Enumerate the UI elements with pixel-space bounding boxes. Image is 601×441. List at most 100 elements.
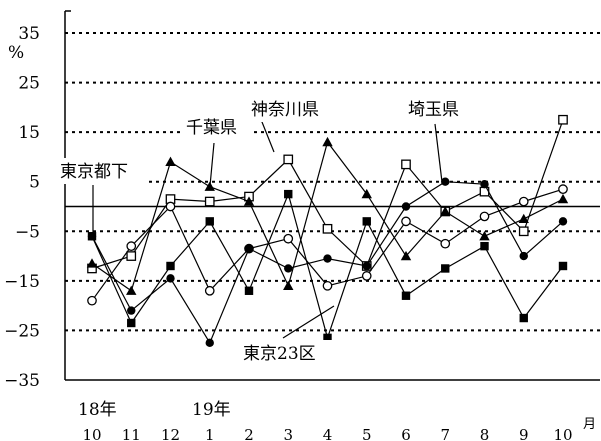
x-tick-label: 4 [323, 426, 333, 441]
marker-open-circle [479, 211, 490, 222]
marker-filled-circle [441, 177, 450, 186]
series-line-0 [91, 192, 564, 340]
x-tick-label: 10 [82, 426, 101, 441]
label-bg-saitama [405, 96, 475, 122]
marker-filled-circle [323, 254, 332, 263]
label-bg-kanagawa [248, 96, 336, 122]
y-tick-label: −5 [15, 222, 40, 242]
marker-filled-circle [401, 202, 411, 211]
marker-filled-circle [205, 338, 214, 348]
marker-filled-circle [244, 244, 254, 253]
y-tick-label: −15 [4, 272, 40, 292]
year-label-18: 18年 [78, 400, 117, 420]
marker-open-square [518, 226, 529, 237]
marker-filled-triangle [126, 285, 137, 295]
marker-filled-triangle [204, 181, 215, 191]
marker-filled-square [323, 333, 332, 343]
marker-open-circle [401, 216, 411, 227]
series-0 [87, 189, 568, 343]
marker-filled-circle [284, 264, 293, 273]
y-tick-label: 25 [18, 74, 40, 94]
label-saitama: 埼玉県 [408, 100, 459, 120]
marker-open-circle [165, 201, 176, 212]
marker-filled-square [244, 286, 254, 295]
label-kanagawa: 神奈川県 [251, 100, 319, 120]
label-chiba: 千葉県 [186, 118, 237, 138]
marker-open-square [401, 159, 411, 170]
x-tick-label: 8 [480, 426, 490, 441]
series-4 [86, 136, 569, 295]
marker-filled-triangle [322, 136, 333, 147]
y-tick-labels: 35 25 15 5 −5 −15 −25 −35 [4, 24, 40, 391]
x-tick-labels: 10 11 12 1 2 3 4 5 6 7 8 9 10 [82, 426, 572, 441]
marker-filled-circle [166, 274, 175, 283]
leader-line-chiba [209, 142, 215, 187]
marker-open-square [204, 196, 215, 207]
marker-open-circle [518, 196, 529, 207]
leader-line-tokyo-23ku [282, 305, 335, 339]
label-bg-tokyo-23ku [240, 340, 336, 366]
marker-filled-square [401, 291, 411, 300]
marker-filled-circle [558, 217, 568, 226]
marker-filled-triangle [518, 213, 529, 224]
marker-filled-circle [519, 251, 528, 261]
label-tokyo-toka: 東京都下 [60, 162, 128, 182]
marker-open-square [322, 223, 333, 234]
marker-open-square [126, 251, 137, 261]
marker-filled-square [362, 217, 371, 226]
annotations: 東京都下 千葉県 神奈川県 埼玉県 東京23区 [57, 96, 475, 366]
marker-open-circle [440, 238, 451, 249]
y-tick-label: −35 [4, 371, 40, 391]
y-tick-label: −25 [4, 321, 40, 341]
x-tick-label: 12 [161, 426, 180, 441]
marker-filled-triangle [361, 188, 372, 199]
x-tick-label: 5 [362, 426, 372, 441]
marker-filled-square [519, 313, 528, 323]
marker-open-circle [361, 271, 372, 281]
series-2 [87, 184, 568, 306]
label-bg-tokyo-toka [57, 158, 147, 184]
year-label-19: 19年 [192, 400, 231, 420]
series-lines [86, 114, 569, 348]
x-tick-label: 10 [553, 426, 572, 441]
marker-filled-square [205, 217, 214, 226]
marker-filled-triangle [557, 193, 569, 204]
marker-filled-circle [127, 306, 136, 315]
marker-open-square [558, 114, 568, 125]
marker-filled-square [166, 261, 175, 271]
marker-filled-triangle [86, 258, 98, 268]
x-tick-label: 3 [283, 426, 293, 441]
marker-filled-square [480, 241, 489, 251]
y-tick-label: 5 [29, 173, 40, 193]
marker-filled-square [558, 261, 568, 271]
y-tick-label: 35 [18, 24, 40, 44]
marker-open-circle [322, 280, 333, 291]
marker-filled-square [127, 318, 136, 328]
x-tick-label: 6 [401, 426, 411, 441]
marker-filled-triangle [479, 231, 490, 241]
x-tick-label: 1 [205, 426, 215, 441]
y-axis-unit: % [8, 43, 24, 63]
marker-filled-circle [480, 179, 489, 189]
marker-open-circle [126, 241, 137, 252]
gridlines [65, 32, 600, 332]
marker-open-circle [204, 285, 215, 296]
y-tick-label: 15 [18, 123, 40, 143]
marker-open-circle [558, 184, 568, 194]
marker-filled-circle [87, 232, 97, 241]
marker-filled-triangle [440, 206, 451, 216]
marker-filled-square [441, 264, 450, 273]
x-tick-label: 11 [122, 426, 141, 441]
marker-filled-triangle [400, 250, 412, 261]
marker-open-circle [283, 233, 294, 244]
series-line-4 [91, 140, 564, 292]
series-3 [87, 177, 568, 348]
marker-open-circle [87, 295, 97, 306]
marker-filled-triangle [243, 196, 255, 206]
label-bg-chiba [183, 114, 253, 140]
x-tick-label: 2 [244, 426, 254, 441]
marker-filled-triangle [165, 156, 176, 167]
marker-filled-triangle [283, 280, 294, 290]
x-axis-unit: 月 [583, 417, 596, 432]
